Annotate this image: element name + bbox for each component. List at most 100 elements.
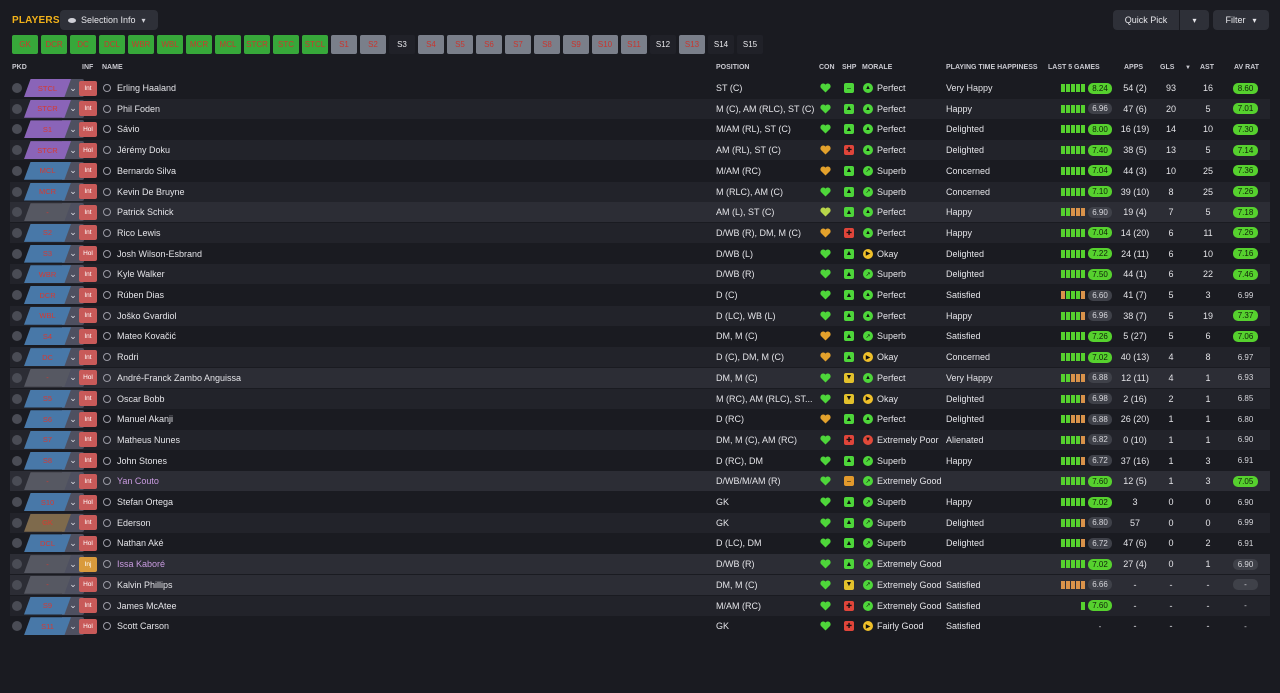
pick-checkbox[interactable]: [12, 83, 22, 93]
col-shp[interactable]: SHP: [842, 64, 857, 71]
pick-checkbox[interactable]: [12, 372, 22, 383]
selected-position-chip[interactable]: S8: [24, 451, 71, 470]
selected-position-chip[interactable]: STCR: [24, 141, 71, 160]
player-name[interactable]: Erling Haaland: [117, 83, 177, 93]
player-name[interactable]: Rodri: [117, 352, 139, 363]
info-badge[interactable]: Int: [79, 80, 97, 96]
player-name-cell[interactable]: Stefan Ortega: [103, 492, 703, 512]
position-selector[interactable]: DCL ⌄: [24, 533, 84, 553]
player-name[interactable]: Sávio: [117, 124, 140, 135]
tactic-tab-gk[interactable]: GK: [12, 35, 38, 54]
selected-position-chip[interactable]: S11: [24, 617, 71, 636]
tactic-tab-s14[interactable]: S14: [708, 35, 734, 54]
pick-checkbox[interactable]: [12, 579, 22, 590]
position-selector[interactable]: S8 ⌄: [24, 451, 84, 471]
selected-position-chip[interactable]: -: [24, 555, 71, 574]
col-position[interactable]: POSITION: [716, 64, 750, 71]
selected-position-chip[interactable]: WBR: [24, 265, 71, 284]
player-name[interactable]: Rúben Dias: [117, 290, 165, 300]
position-selector[interactable]: DC ⌄: [24, 347, 84, 367]
info-badge[interactable]: Int: [79, 328, 97, 344]
col-name[interactable]: NAME: [102, 64, 123, 71]
position-selector[interactable]: STCR ⌄: [24, 99, 84, 119]
tactic-tab-s6[interactable]: S6: [476, 35, 502, 54]
player-name-cell[interactable]: Josh Wilson-Esbrand: [103, 244, 703, 264]
info-badge[interactable]: Int: [79, 391, 97, 406]
info-badge[interactable]: Int: [79, 473, 97, 489]
pick-checkbox[interactable]: [12, 352, 22, 363]
info-badge[interactable]: Int: [79, 266, 97, 282]
pick-checkbox[interactable]: [12, 290, 22, 300]
pick-checkbox[interactable]: [12, 621, 22, 632]
table-row[interactable]: S11 ⌄ Hol Scott Carson GK ✚ ▶ Fairly Good Satisf…: [10, 616, 1270, 636]
player-name[interactable]: James McAtee: [117, 600, 177, 611]
info-badge[interactable]: Int: [79, 204, 97, 220]
table-row[interactable]: S2 ⌄ Int Rico Lewis D/WB (R), DM, M (C) ✚ ▲ Per…: [10, 222, 1270, 243]
position-selector[interactable]: S6 ⌄: [24, 409, 84, 429]
player-name[interactable]: Patrick Schick: [117, 207, 174, 218]
player-name-cell[interactable]: Jérémy Doku: [103, 140, 703, 160]
selected-position-chip[interactable]: S6: [24, 410, 71, 429]
position-selector[interactable]: S9 ⌄: [24, 596, 84, 616]
table-row[interactable]: S1 ⌄ Hol Sávio M/AM (RL), ST (C) ▲ ▲ Perfect Del…: [10, 119, 1270, 139]
col-av-rat[interactable]: AV RAT: [1234, 64, 1260, 71]
info-badge[interactable]: Int: [79, 432, 97, 448]
player-name-cell[interactable]: Rico Lewis: [103, 223, 703, 243]
tactic-tab-mcl[interactable]: MCL: [215, 35, 241, 54]
position-selector[interactable]: S11 ⌄: [24, 616, 84, 636]
player-name-cell[interactable]: Mateo Kovačić: [103, 326, 703, 346]
pick-checkbox[interactable]: [12, 124, 22, 135]
col-playing-time-happiness[interactable]: PLAYING TIME HAPPINESS: [946, 64, 1038, 71]
selected-position-chip[interactable]: STCL: [24, 79, 71, 97]
player-name[interactable]: John Stones: [117, 455, 168, 466]
pick-checkbox[interactable]: [12, 517, 22, 528]
selected-position-chip[interactable]: DC: [24, 348, 71, 367]
tactic-tab-s13[interactable]: S13: [679, 35, 705, 54]
selected-position-chip[interactable]: GK: [24, 513, 71, 532]
pick-checkbox[interactable]: [12, 393, 22, 404]
table-row[interactable]: S3 ⌄ Hol Josh Wilson-Esbrand D/WB (L) ▲ ▶ Okay D…: [10, 244, 1270, 264]
pick-checkbox[interactable]: [12, 145, 22, 156]
tactic-tab-s11[interactable]: S11: [621, 35, 647, 54]
table-row[interactable]: DCR ⌄ Int Rúben Dias D (C) ▲ ▲ Perfect Satisfied…: [10, 285, 1270, 305]
table-row[interactable]: STCR ⌄ Int Phil Foden M (C), AM (RLC), ST (C…: [10, 98, 1270, 119]
position-selector[interactable]: S5 ⌄: [24, 389, 84, 409]
player-name-cell[interactable]: James McAtee: [103, 596, 703, 616]
col-pkd[interactable]: PKD: [12, 64, 27, 71]
pick-checkbox[interactable]: [12, 310, 22, 321]
filter-button[interactable]: Filter ▾: [1213, 10, 1269, 30]
player-name-cell[interactable]: Scott Carson: [103, 616, 703, 636]
player-name[interactable]: Josh Wilson-Esbrand: [117, 248, 203, 259]
pick-checkbox[interactable]: [12, 186, 22, 197]
player-name[interactable]: Yan Couto: [117, 476, 159, 487]
pick-checkbox[interactable]: [12, 455, 22, 466]
player-name[interactable]: Kalvin Phillips: [117, 579, 173, 590]
table-row[interactable]: - ⌄ Hol Kalvin Phillips DM, M (C) ▼ ↗ Extremely…: [10, 574, 1270, 595]
selected-position-chip[interactable]: -: [24, 368, 71, 387]
player-name-cell[interactable]: Kyle Walker: [103, 264, 703, 284]
selected-position-chip[interactable]: DCR: [24, 286, 71, 304]
pick-checkbox[interactable]: [12, 434, 22, 445]
player-name-cell[interactable]: Erling Haaland: [103, 78, 703, 98]
info-badge[interactable]: Hol: [79, 535, 97, 551]
tactic-tab-s3[interactable]: S3: [389, 35, 415, 54]
col-inf[interactable]: INF: [82, 64, 94, 71]
tactic-tab-s8[interactable]: S8: [534, 35, 560, 54]
tactic-tab-s4[interactable]: S4: [418, 35, 444, 54]
pick-checkbox[interactable]: [12, 269, 22, 280]
table-row[interactable]: MCR ⌄ Int Kevin De Bruyne M (RLC), AM (C) ▲ ↗ S…: [10, 181, 1270, 202]
quick-pick-button[interactable]: Quick Pick ▾: [1113, 10, 1209, 30]
pick-checkbox[interactable]: [12, 559, 22, 570]
table-row[interactable]: WBL ⌄ Int Joško Gvardiol D (LC), WB (L) ▲ ▲ Per…: [10, 305, 1270, 326]
pick-checkbox[interactable]: [12, 165, 22, 176]
player-name[interactable]: Matheus Nunes: [117, 434, 181, 445]
tactic-tab-s15[interactable]: S15: [737, 35, 763, 54]
player-name[interactable]: Rico Lewis: [117, 227, 161, 238]
info-badge[interactable]: Hol: [79, 494, 97, 510]
table-row[interactable]: STCL ⌄ Int Erling Haaland ST (C) – ▲ Perfect Ver…: [10, 78, 1270, 98]
info-badge[interactable]: Int: [79, 225, 97, 241]
player-name[interactable]: Stefan Ortega: [117, 497, 174, 507]
selected-position-chip[interactable]: -: [24, 575, 71, 594]
player-name-cell[interactable]: Sávio: [103, 119, 703, 139]
pick-checkbox[interactable]: [12, 103, 22, 114]
